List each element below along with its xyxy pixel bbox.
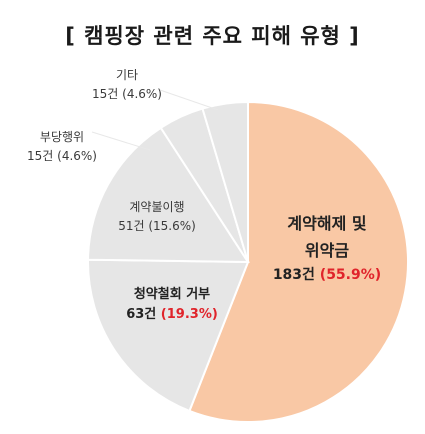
slice-label-other: 기타 15건 (4.6%) <box>92 66 162 103</box>
slice-percent-withdrawal: (19.3%) <box>160 307 218 323</box>
slice-percent-unfair: (4.6%) <box>57 148 97 163</box>
slice-name-cancellation-line2: 위약금 <box>304 241 350 261</box>
slice-name-other: 기타 <box>115 68 139 82</box>
slice-label-withdrawal: 청약철회 거부 63건 (19.3%) <box>112 285 232 325</box>
slice-label-nonperformance: 계약불이행 51건 (15.6%) <box>107 198 207 235</box>
leader-line-other <box>159 89 219 111</box>
pie-slice-withdrawal <box>87 258 250 413</box>
pie-slice-other <box>201 100 249 263</box>
slice-name-nonperformance: 계약불이행 <box>129 200 185 214</box>
slice-percent-nonperformance: (15.6%) <box>148 218 196 233</box>
slice-count-other: 15건 <box>92 86 119 101</box>
slice-label-unfair: 부당행위 15건 (4.6%) <box>22 128 102 165</box>
slice-count-withdrawal: 63건 <box>126 307 157 323</box>
slice-percent-other: (4.6%) <box>122 86 162 101</box>
slice-count-cancellation: 183건 <box>272 267 315 284</box>
pie-slice-nonperformance <box>87 126 250 264</box>
slice-percent-cancellation: (55.9%) <box>319 267 382 284</box>
slice-name-cancellation-line1: 계약해제 및 <box>287 214 367 233</box>
leader-line-unfair <box>91 131 151 151</box>
pie-slice-cancellation <box>188 100 409 423</box>
slice-count-nonperformance: 51건 <box>118 218 145 233</box>
slice-name-withdrawal: 청약철회 거부 <box>133 287 211 302</box>
slice-count-unfair: 15건 <box>27 148 54 163</box>
slice-name-unfair: 부당행위 <box>39 130 85 144</box>
chart-title: [ 캠핑장 관련 주요 피해 유형 ] <box>65 24 360 48</box>
slice-label-cancellation: 계약해제 및 위약금 183건 (55.9%) <box>262 210 392 288</box>
